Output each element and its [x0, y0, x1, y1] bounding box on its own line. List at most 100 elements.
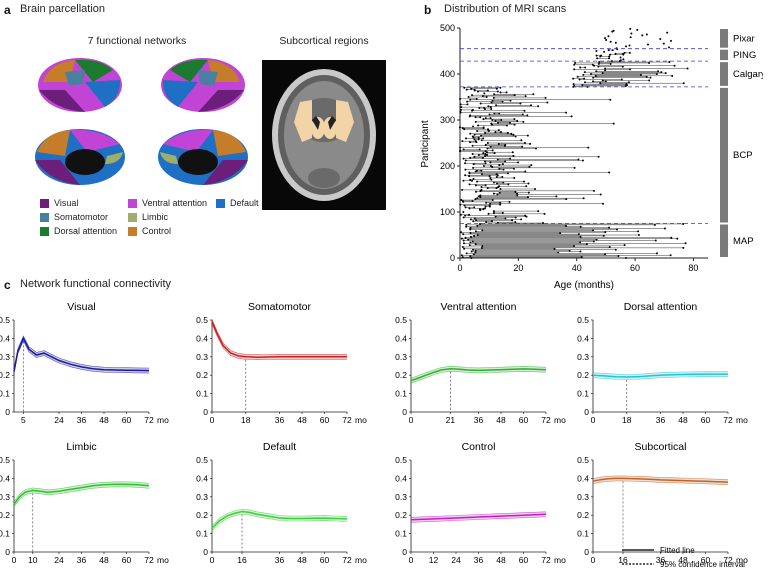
scan-point — [464, 236, 467, 239]
scan-point — [469, 255, 472, 258]
conn-chart-control: Control 0 0.1 0.2 0.3 0.4 0.5 0 12 24 36 48 60 72 mo — [395, 441, 566, 565]
scan-point — [476, 180, 479, 183]
conn-y-tick-label: 0.2 — [0, 510, 10, 520]
scan-point — [509, 157, 512, 160]
scan-point — [472, 248, 475, 251]
conn-y-tick-label: 0.4 — [0, 473, 10, 483]
scan-point — [463, 86, 466, 89]
scan-point — [544, 96, 547, 99]
scan-point — [492, 210, 495, 213]
scan-point — [490, 220, 493, 223]
scan-point — [572, 77, 575, 80]
cohort-label: MAP — [733, 236, 754, 247]
scan-point — [462, 148, 465, 151]
scan-point — [609, 62, 612, 65]
panel-c-letter: c — [4, 278, 11, 292]
scan-point — [648, 79, 651, 82]
scan-point — [469, 98, 472, 101]
conn-y-tick-label: 0.3 — [196, 492, 208, 502]
scan-point — [483, 207, 486, 210]
scan-point — [471, 108, 474, 111]
conn-y-tick-label: 0.1 — [0, 389, 10, 399]
conn-x-tick-label: 0 — [210, 415, 215, 425]
scan-point — [608, 226, 611, 229]
scan-point — [594, 74, 597, 77]
conn-chart-title: Ventral attention — [441, 301, 517, 313]
scan-point — [460, 199, 463, 202]
scan-point — [623, 244, 626, 247]
scan-point — [654, 239, 657, 242]
scan-point — [604, 69, 607, 72]
scan-point — [514, 221, 517, 224]
scan-point — [490, 178, 493, 181]
scan-point — [577, 158, 580, 161]
scan-point — [523, 142, 526, 144]
legend-label: Control — [142, 226, 172, 236]
scan-point — [653, 223, 656, 226]
scan-point — [667, 46, 670, 49]
scan-point — [487, 212, 490, 215]
conn-fitted-line — [592, 373, 728, 378]
conn-y-tick-label: 0.2 — [577, 510, 589, 520]
scan-point — [488, 113, 491, 116]
scan-point — [463, 128, 466, 131]
scan-point — [526, 134, 529, 137]
scan-point — [599, 193, 602, 196]
scan-point — [627, 81, 630, 84]
scan-point — [524, 95, 527, 98]
scan-point — [474, 120, 477, 123]
scan-point — [660, 71, 663, 74]
conn-x-tick-label: 48 — [99, 415, 109, 425]
scan-point — [609, 53, 612, 56]
scan-point — [486, 153, 489, 156]
scan-point — [482, 118, 485, 121]
conn-y-tick-label: 0.4 — [0, 333, 10, 343]
scan-point — [604, 253, 607, 256]
scan-point — [666, 31, 669, 34]
conn-x-unit: mo — [355, 555, 367, 565]
conn-y-tick-label: 0.5 — [196, 315, 208, 325]
scan-point — [468, 183, 471, 186]
scan-point — [485, 201, 488, 204]
scan-point — [595, 50, 598, 52]
scan-point — [527, 191, 530, 194]
subcortical-mri-image — [262, 60, 386, 210]
scan-ylabel: Participant — [420, 120, 431, 167]
scan-point — [464, 174, 467, 177]
scan-point — [605, 38, 608, 41]
scan-point — [592, 240, 595, 243]
brain-lateral-left — [38, 58, 122, 112]
scan-point — [472, 220, 475, 223]
scan-point — [637, 234, 640, 236]
scan-point — [609, 98, 612, 101]
scan-point — [471, 199, 474, 202]
scan-point — [489, 117, 492, 120]
brain-surfaces-figure — [35, 58, 248, 185]
scan-point — [662, 42, 665, 45]
scan-point — [492, 181, 495, 184]
scan-point — [478, 208, 481, 211]
scan-point — [509, 121, 512, 124]
scan-point — [461, 245, 464, 248]
scan-point — [489, 165, 492, 167]
scan-point — [478, 107, 481, 110]
scan-point — [479, 102, 482, 105]
scan-point — [498, 112, 501, 115]
cohort-label: BCP — [733, 150, 753, 161]
conn-y-tick-label: 0.4 — [577, 473, 589, 483]
conn-x-tick-label: 72 — [342, 555, 352, 565]
scan-point — [686, 67, 689, 70]
conn-x-tick-label: 36 — [656, 415, 666, 425]
scan-point — [671, 74, 674, 77]
legend-item-default: Default — [216, 198, 276, 208]
scan-point — [669, 39, 672, 42]
conn-ci-upper — [13, 481, 150, 502]
conn-chart-title: Dorsal attention — [624, 301, 698, 313]
conn-fitted-line — [410, 513, 547, 521]
scan-point — [583, 77, 586, 80]
scan-point — [564, 224, 567, 227]
conn-y-tick-label: 0 — [203, 547, 208, 557]
conn-y-tick-label: 0.5 — [395, 315, 407, 325]
scan-point — [495, 87, 498, 90]
scan-point — [622, 52, 625, 55]
